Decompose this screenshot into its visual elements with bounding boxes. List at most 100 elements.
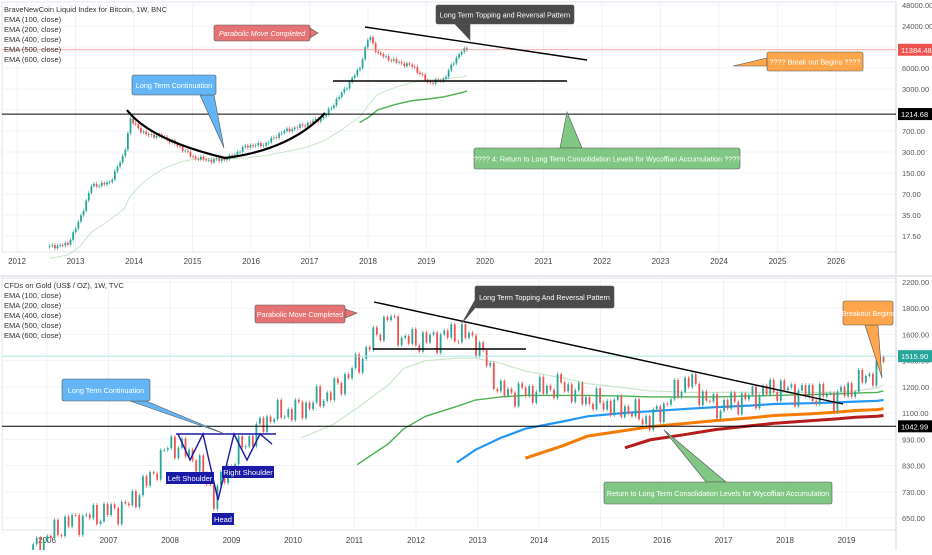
callout-topping-box <box>474 285 615 309</box>
candle <box>631 413 633 417</box>
candle <box>308 402 311 409</box>
legend-entry: EMA (200, close) <box>4 301 62 310</box>
candle <box>51 245 54 246</box>
candle <box>269 416 272 422</box>
callout-return-text: Return to Long Term Consolidation Levels… <box>607 489 829 498</box>
candle <box>411 64 414 67</box>
candle <box>414 329 417 346</box>
candle <box>694 374 697 384</box>
candle <box>92 504 95 519</box>
candle <box>71 515 74 527</box>
candle <box>577 382 580 391</box>
candle <box>53 245 56 249</box>
candle <box>64 242 67 246</box>
x-tick-label: 2018 <box>776 536 794 545</box>
candle <box>121 155 124 163</box>
candle <box>445 76 447 79</box>
candle <box>132 118 135 124</box>
candle <box>429 334 431 343</box>
candle <box>202 455 205 474</box>
candle <box>709 400 711 402</box>
candle <box>113 504 116 508</box>
candle <box>744 393 747 400</box>
candle <box>322 116 325 119</box>
candle <box>829 392 832 394</box>
candle <box>400 62 403 64</box>
legend-entry: EMA (400, close) <box>4 311 62 320</box>
candle <box>585 397 587 405</box>
candle <box>184 150 187 152</box>
candle <box>755 386 757 409</box>
candle <box>197 158 200 160</box>
candle <box>655 406 658 410</box>
ema-line-2 <box>356 390 884 466</box>
callout-parabolic-box <box>254 304 346 324</box>
candle <box>61 245 64 246</box>
candle <box>67 516 70 527</box>
candle <box>507 388 509 396</box>
candle <box>159 450 162 480</box>
candle <box>570 384 573 403</box>
candle <box>340 382 343 395</box>
callout-continuation-text: Long Term Continuation <box>136 81 212 90</box>
x-tick-label: 2015 <box>592 536 610 545</box>
candle <box>319 118 322 122</box>
candle <box>335 98 338 106</box>
candle <box>278 133 281 138</box>
y-tick-label: 300.00 <box>902 148 925 157</box>
candle <box>330 107 333 109</box>
legend-entry: EMA (200, close) <box>4 25 62 34</box>
candle <box>666 403 669 405</box>
candle <box>531 385 534 403</box>
candle <box>90 186 93 193</box>
candle <box>241 147 244 152</box>
candle <box>730 392 733 409</box>
candle <box>762 385 764 396</box>
candle <box>113 171 116 180</box>
gold-panel: 2200.001800.001600.001400.001200.001100.… <box>1 277 932 555</box>
candle <box>116 166 119 172</box>
candle <box>265 142 268 146</box>
price-label: 1515.90 <box>901 352 928 361</box>
candle <box>496 389 499 392</box>
candle <box>723 399 725 411</box>
x-tick-label: 2012 <box>8 257 26 266</box>
x-tick-label: 2017 <box>301 257 319 266</box>
candle <box>149 472 151 486</box>
candle <box>546 385 548 394</box>
candle <box>379 334 382 341</box>
candle <box>145 131 148 135</box>
candle <box>465 48 468 50</box>
x-tick-label: 2024 <box>710 257 728 266</box>
candle <box>220 471 222 486</box>
candle <box>687 377 690 388</box>
candle <box>326 392 329 401</box>
candle <box>315 386 318 403</box>
candle <box>239 151 241 153</box>
candle <box>772 379 775 393</box>
candle <box>134 123 137 125</box>
candle <box>48 245 51 247</box>
y-tick-label: 70.00 <box>902 190 921 199</box>
candle <box>397 316 400 346</box>
candle <box>864 375 867 383</box>
x-tick-label: 2018 <box>359 257 377 266</box>
candle <box>364 47 367 60</box>
candle <box>127 133 129 150</box>
candle <box>358 354 361 373</box>
candle <box>262 145 265 147</box>
candle <box>273 137 275 139</box>
candle <box>453 324 456 342</box>
candle <box>460 51 463 55</box>
candle <box>106 503 109 515</box>
candle <box>301 401 304 419</box>
plot-area <box>1 1 897 253</box>
candle <box>386 316 389 321</box>
candle <box>67 242 69 245</box>
callout-continuation-text: Long Term Continuation <box>68 386 144 395</box>
candle <box>701 391 704 406</box>
candle <box>395 59 398 63</box>
legend-entry: EMA (100, close) <box>4 291 62 300</box>
candle <box>251 435 254 447</box>
